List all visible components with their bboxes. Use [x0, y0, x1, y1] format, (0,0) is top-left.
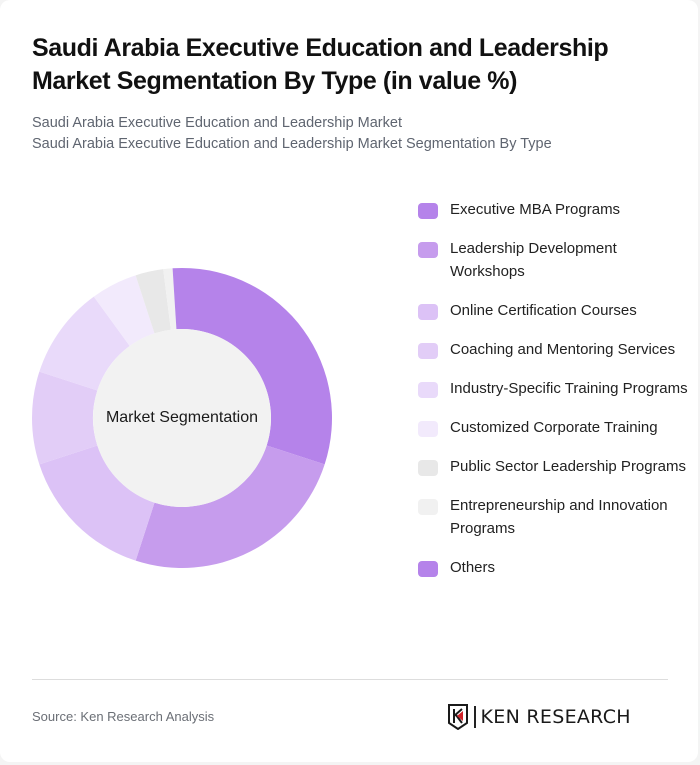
legend: Executive MBA Programs Leadership Develo… — [418, 198, 688, 595]
legend-label: Industry-Specific Training Programs — [450, 380, 688, 397]
legend-label: Entrepreneurship and Innovation Programs — [450, 497, 668, 537]
source-text: Source: Ken Research Analysis — [32, 709, 215, 724]
donut-slice — [135, 269, 171, 334]
legend-label: Executive MBA Programs — [450, 201, 621, 218]
legend-item: Executive MBA Programs — [418, 198, 688, 221]
legend-swatch — [418, 343, 438, 359]
legend-swatch — [418, 460, 438, 476]
page-title: Saudi Arabia Executive Education and Lea… — [32, 34, 609, 95]
logo-k-shield-icon — [448, 704, 468, 730]
logo-text: KEN RESEARCH — [480, 706, 631, 728]
legend-item: Online Certification Courses — [418, 299, 688, 322]
legend-item: Others — [418, 556, 688, 579]
legend-swatch — [418, 304, 438, 320]
legend-swatch — [418, 242, 438, 258]
footer-divider — [32, 679, 668, 680]
legend-swatch — [418, 499, 438, 515]
legend-swatch — [418, 561, 438, 577]
legend-swatch — [418, 382, 438, 398]
donut-slice — [135, 445, 325, 568]
ken-research-logo: KEN RESEARCH — [448, 703, 631, 731]
legend-item: Customized Corporate Training — [418, 416, 688, 439]
legend-item: Public Sector Leadership Programs — [418, 455, 688, 478]
donut-hole — [93, 329, 271, 507]
legend-label: Online Certification Courses — [450, 302, 637, 319]
donut-slice — [172, 268, 182, 330]
donut-svg — [32, 268, 332, 568]
subtitle-line-2: Saudi Arabia Executive Education and Lea… — [32, 136, 552, 152]
donut-slice — [39, 445, 155, 561]
subtitle-line-1: Saudi Arabia Executive Education and Lea… — [32, 115, 402, 131]
subtitle: Saudi Arabia Executive Education and Lea… — [32, 113, 672, 155]
donut-slice — [39, 296, 130, 391]
legend-label: Coaching and Mentoring Services — [450, 341, 676, 358]
legend-label: Public Sector Leadership Programs — [450, 458, 686, 475]
donut-chart: Market Segmentation — [32, 268, 332, 568]
legend-label: Others — [450, 559, 496, 576]
logo-separator — [474, 706, 476, 728]
legend-swatch — [418, 421, 438, 437]
legend-swatch — [418, 203, 438, 219]
donut-slice — [163, 268, 177, 330]
legend-item: Entrepreneurship and Innovation Programs — [418, 494, 688, 540]
legend-item: Leadership Development Workshops — [418, 237, 688, 283]
donut-slice — [182, 268, 332, 465]
legend-label: Leadership Development Workshops — [450, 240, 617, 280]
legend-item: Coaching and Mentoring Services — [418, 338, 688, 361]
legend-label: Customized Corporate Training — [450, 419, 658, 436]
legend-item: Industry-Specific Training Programs — [418, 377, 688, 400]
donut-slice — [93, 275, 155, 346]
donut-slice — [32, 371, 98, 465]
